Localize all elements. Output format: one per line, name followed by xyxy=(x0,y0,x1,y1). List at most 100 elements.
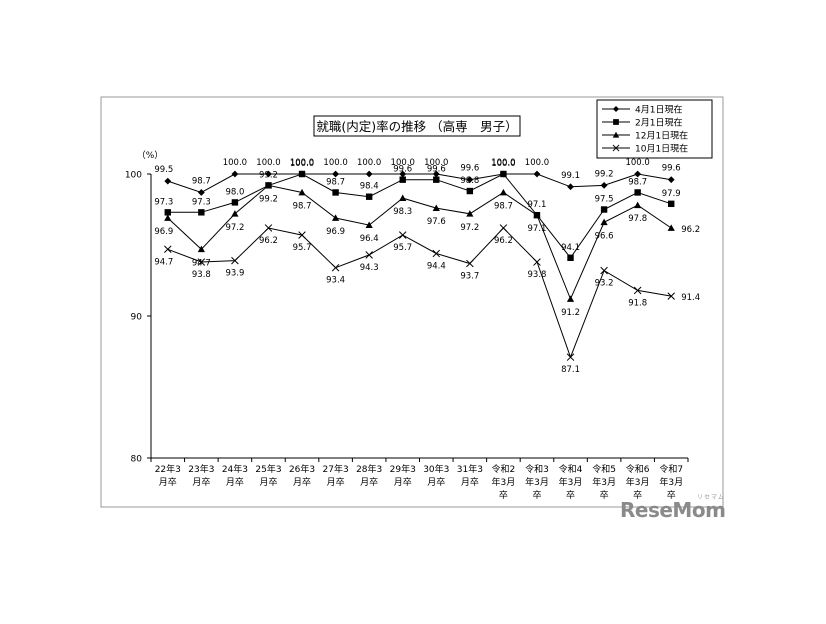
series-line-3 xyxy=(167,184,672,301)
data-label-series-2: 97.1 xyxy=(528,200,547,210)
data-label-series-4: 95.7 xyxy=(293,243,312,253)
data-label-series-2: 99.6 xyxy=(427,165,446,175)
data-label-series-2: 97.5 xyxy=(595,195,614,205)
data-point-series-2 xyxy=(298,170,306,178)
data-label-series-1: 98.7 xyxy=(192,176,211,186)
data-label-series-2: 97.3 xyxy=(154,197,173,207)
data-label-series-1: 99.6 xyxy=(460,164,479,174)
x-tick-label: 月卒 xyxy=(427,476,445,488)
x-tick-label: 年3月 xyxy=(592,476,616,488)
data-point-series-3 xyxy=(466,210,474,217)
data-label-series-3: 98.7 xyxy=(293,201,312,211)
chart-title: 就職(内定)率の推移 （高専 男子） xyxy=(316,119,517,134)
data-label-series-3: 96.4 xyxy=(360,234,379,244)
data-label-series-2: 100.0 xyxy=(491,159,515,169)
data-point-series-2 xyxy=(198,209,205,216)
x-tick-label: 卒 xyxy=(499,489,508,501)
series-line-1 xyxy=(167,173,672,194)
data-point-series-1 xyxy=(466,176,474,184)
x-tick-label: 30年3 xyxy=(423,463,449,475)
x-tick-label: 令和3 xyxy=(525,463,549,475)
data-point-series-3 xyxy=(331,214,340,221)
data-label-series-2: 98.0 xyxy=(225,187,244,197)
data-point-series-1 xyxy=(533,170,541,178)
data-point-series-1 xyxy=(432,170,440,178)
x-tick-label: 令和6 xyxy=(626,463,650,475)
x-tick-label: 月卒 xyxy=(327,476,345,488)
data-point-series-4 xyxy=(164,245,172,254)
data-point-series-1 xyxy=(365,170,373,178)
data-point-series-3 xyxy=(667,224,675,231)
data-point-series-4 xyxy=(499,224,508,232)
x-tick-label: 卒 xyxy=(600,489,609,501)
data-label-series-1: 99.6 xyxy=(662,164,681,174)
data-label-series-2: 94.1 xyxy=(561,243,580,253)
data-label-series-1: 100.0 xyxy=(290,158,314,168)
legend-swatch-marker xyxy=(612,105,620,113)
data-label-series-1: 99.1 xyxy=(561,171,580,181)
data-label-series-4: 94.4 xyxy=(427,262,446,272)
data-label-series-1: 100.0 xyxy=(256,158,280,168)
data-point-series-1 xyxy=(600,181,608,189)
x-tick-label: 月卒 xyxy=(461,476,479,488)
data-label-series-4: 94.3 xyxy=(360,263,379,273)
x-tick-label: 27年3 xyxy=(323,463,349,475)
x-tick-label: 25年3 xyxy=(255,463,281,475)
data-point-series-2 xyxy=(466,187,474,195)
x-tick-label: 卒 xyxy=(633,489,642,501)
data-label-series-1: 100.0 xyxy=(424,158,448,168)
data-label-series-2: 98.4 xyxy=(360,182,379,192)
x-tick-label: 31年3 xyxy=(457,463,483,475)
data-point-series-4 xyxy=(533,258,541,266)
data-label-series-3: 98.7 xyxy=(494,201,513,211)
data-point-series-2 xyxy=(332,189,339,196)
data-point-series-2 xyxy=(164,209,171,216)
x-tick-label: 令和2 xyxy=(492,463,516,475)
data-point-series-2 xyxy=(567,254,574,261)
data-point-series-2 xyxy=(668,200,675,208)
x-tick-label: 23年3 xyxy=(188,463,214,475)
data-label-series-4: 93.4 xyxy=(326,276,345,286)
y-tick-label: 100 xyxy=(125,171,142,181)
data-point-series-1 xyxy=(567,183,574,191)
data-point-series-3 xyxy=(197,245,205,253)
x-tick-label: 月卒 xyxy=(293,476,311,488)
legend-entry-label: 4月1日現在 xyxy=(635,104,682,116)
data-label-series-2: 99.6 xyxy=(393,165,412,175)
x-tick-label: 26年3 xyxy=(289,463,315,475)
data-label-series-4: 91.4 xyxy=(681,293,700,303)
data-point-series-3 xyxy=(600,218,608,226)
data-point-series-3 xyxy=(231,210,239,217)
data-label-series-1: 99.2 xyxy=(595,169,614,179)
data-point-series-3 xyxy=(399,194,407,202)
x-tick-label: 卒 xyxy=(566,489,575,501)
data-label-series-3: 97.2 xyxy=(225,223,244,233)
legend-entry-label: 2月1日現在 xyxy=(635,117,682,129)
x-tick-label: 令和7 xyxy=(659,463,683,475)
data-label-series-2: 98.8 xyxy=(460,176,479,186)
data-point-series-4 xyxy=(197,258,206,266)
data-label-series-3: 94.7 xyxy=(192,258,211,268)
data-label-series-3: 97.2 xyxy=(460,223,479,233)
data-label-series-3: 97.8 xyxy=(628,214,647,224)
y-axis-unit-label: （%） xyxy=(137,150,164,161)
data-label-series-3: 98.3 xyxy=(393,207,412,217)
data-label-series-4: 95.7 xyxy=(393,243,412,253)
data-label-series-3: 97.1 xyxy=(528,224,547,234)
x-tick-label: 年3月 xyxy=(626,476,650,488)
data-label-series-3: 96.6 xyxy=(595,231,614,241)
data-point-series-4 xyxy=(298,231,306,239)
data-label-series-2: 100.0 xyxy=(290,159,314,169)
data-label-series-1: 100.0 xyxy=(625,158,649,168)
chart-title-frame xyxy=(313,115,521,137)
data-label-series-4: 93.8 xyxy=(192,270,211,280)
x-tick-label: 年3月 xyxy=(659,476,683,488)
data-point-series-2 xyxy=(433,176,440,183)
data-label-series-4: 93.2 xyxy=(595,279,614,289)
legend-swatch-marker xyxy=(612,144,620,152)
x-tick-label: 令和4 xyxy=(559,463,583,475)
x-tick-label: 卒 xyxy=(667,489,676,501)
data-point-series-3 xyxy=(298,188,306,196)
